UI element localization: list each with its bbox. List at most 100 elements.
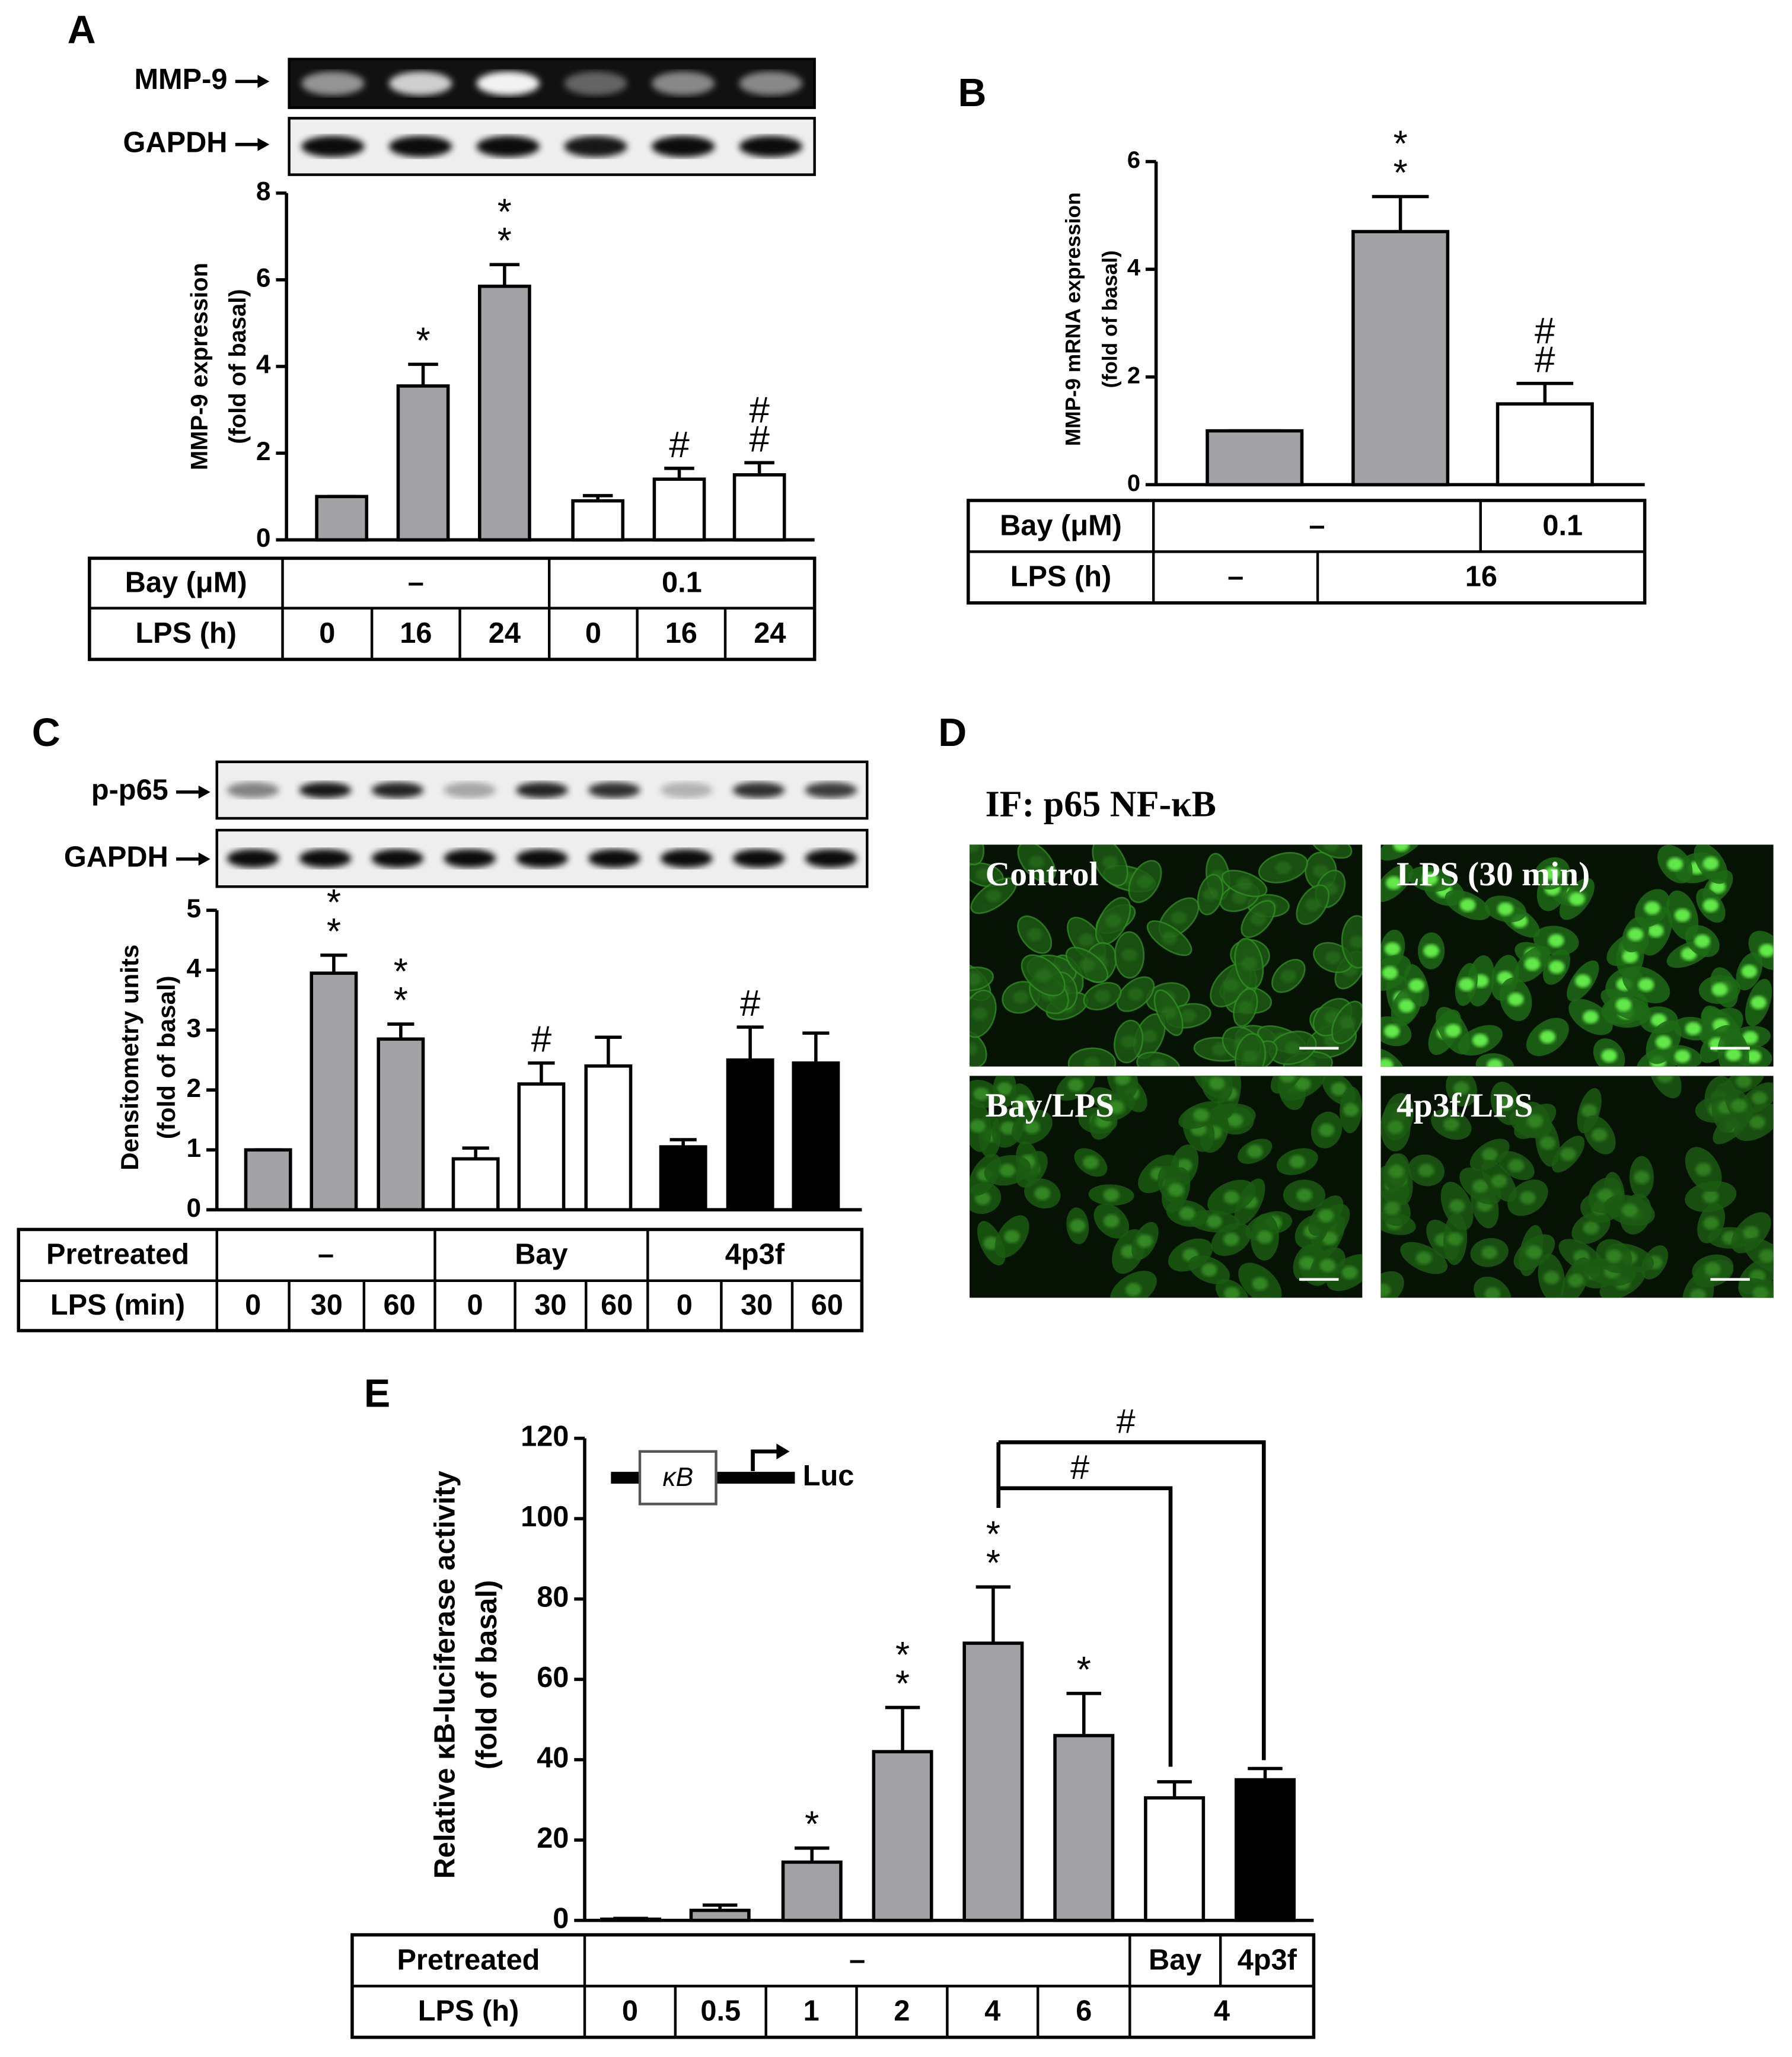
blot-band [227,849,279,868]
nucleus [1497,902,1513,916]
table-cell: Bay [1149,1944,1201,1976]
nucleus [1481,1246,1498,1259]
y-tick-label: 2 [1127,362,1140,388]
bracket [998,1486,1173,1767]
nucleus [1103,1188,1120,1202]
blot-band [476,71,540,95]
table-cell: 4 [984,1995,1000,2027]
table-row-label: LPS (h) [1010,561,1112,593]
if-panel: IF: p65 NF-κB Control LPS (30 min) Bay/LPS… [970,784,1774,1298]
y-tick-label: 20 [537,1822,569,1854]
bar [571,499,625,542]
nucleus [1318,1208,1334,1223]
blot-band [564,136,627,157]
y-axis-label: (fold of basal) [152,975,180,1139]
nucleus [1526,1245,1542,1259]
nucleus [1750,996,1767,1009]
nucleus [1078,933,1095,946]
blot-band [660,782,713,798]
nucleus [1418,1163,1434,1177]
annotation: * [895,1635,910,1676]
y-tick-label: 40 [537,1742,569,1774]
nucleus [1325,951,1341,964]
nucleus [1548,960,1565,974]
nucleus [1731,1099,1748,1112]
nucleus [1449,1199,1465,1213]
table-cell: Bay [515,1239,567,1271]
nucleus [1083,1156,1099,1169]
nucleus [1380,1283,1391,1297]
inset-label: κB [662,1463,693,1492]
blot [288,117,816,176]
annotation: * [327,911,341,952]
nucleus [1350,935,1363,949]
nucleus [1386,876,1402,890]
nucleus [1749,1115,1765,1129]
bar [315,495,369,542]
y-tick-label: 0 [256,524,271,553]
blot-band [371,849,424,868]
nucleus [1622,1204,1638,1217]
y-tick-label: 4 [256,350,271,379]
image-label: 4p3f/LPS [1396,1087,1533,1124]
nucleus [1105,914,1121,928]
nucleus [970,844,980,853]
nucleus [1070,1219,1086,1233]
y-tick-label: 0 [187,1194,202,1223]
nucleus [1423,944,1439,958]
blot [288,58,816,109]
nucleus [1318,1123,1335,1137]
blot-band [588,849,640,868]
if-image [1380,844,1774,1067]
bracket [998,1440,1266,1761]
table-cell: 0.5 [700,1995,741,2027]
y-tick-label: 4 [187,954,202,983]
y-tick-label: 4 [1127,255,1140,281]
nucleus [1121,948,1137,962]
nucleus [1035,968,1051,982]
table-cell: 30 [534,1289,566,1321]
nucleus [1296,1188,1312,1202]
nucleus [1275,861,1292,875]
nucleus [1606,1249,1622,1263]
nucleus [1236,876,1252,891]
nucleus [1034,1187,1051,1200]
nucleus [1674,908,1691,922]
nucleus [1013,990,1029,1004]
nucleus [1084,1057,1100,1067]
table-row-label: Pretreated [46,1239,189,1271]
nucleus [1250,912,1267,926]
nucleus [1759,1249,1774,1262]
nucleus [1544,1271,1560,1284]
image-label: Bay/LPS [986,1087,1115,1124]
blot-band [516,849,568,868]
nucleus [976,868,992,882]
nucleus [1015,1095,1031,1109]
nucleus [1667,857,1683,871]
nucleus [1583,1221,1599,1235]
annotation: # [749,390,770,431]
panel-label: B [958,71,986,115]
nucleus [1743,1226,1759,1239]
nucleus [1319,1259,1336,1273]
nucleus [1539,1136,1556,1150]
y-axis-label: (fold of basal) [471,1580,503,1769]
nucleus [996,1082,1013,1096]
blot-band [651,71,715,95]
bar [451,1157,500,1211]
nucleus [1694,935,1711,948]
nucleus [1079,958,1095,972]
nucleus [1127,987,1144,1001]
nucleus [1141,1029,1158,1043]
bar [962,1641,1024,1922]
annotation: * [986,1514,1000,1555]
table-cell: 16 [400,617,432,649]
nucleus [1393,844,1410,852]
blot-band [444,849,496,868]
table-cell: 6 [1076,1995,1092,2027]
bracket-label: # [1070,1449,1089,1487]
blot-band [299,849,352,868]
nucleus [1137,1234,1153,1248]
blot-band [301,136,365,157]
blot-label: p-p65 [91,774,168,806]
